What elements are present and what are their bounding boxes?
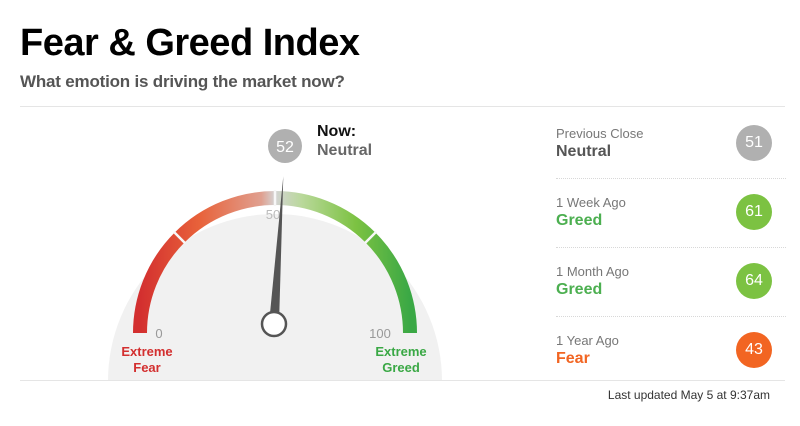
current-score-badge bbox=[268, 129, 302, 163]
gauge-needle bbox=[269, 176, 284, 325]
extreme-greed-label-line1: Extreme bbox=[375, 344, 426, 359]
divider bbox=[20, 380, 785, 381]
history-list: Previous Close Neutral 51 1 Week Ago Gre… bbox=[556, 110, 786, 385]
extreme-fear-label-line1: Extreme bbox=[121, 344, 172, 359]
fear-greed-gauge: 0 50 100 Extreme Fear Extreme Greed 52 bbox=[108, 129, 442, 381]
history-value: Fear bbox=[556, 350, 590, 367]
history-row-1-month-ago: 1 Month Ago Greed 64 bbox=[556, 248, 786, 317]
gauge-mid-label: 50 bbox=[266, 207, 280, 222]
history-value: Neutral bbox=[556, 143, 612, 160]
history-label: 1 Month Ago bbox=[556, 264, 629, 279]
gauge-min-label: 0 bbox=[155, 326, 162, 341]
history-row-previous-close: Previous Close Neutral 51 bbox=[556, 110, 786, 179]
current-score-value: 52 bbox=[276, 139, 294, 156]
now-value: Neutral bbox=[317, 142, 373, 159]
last-updated-text: Last updated May 5 at 9:37am bbox=[607, 388, 770, 402]
history-score-badge: 51 bbox=[736, 125, 772, 161]
gauge-separator bbox=[172, 230, 187, 245]
history-row-1-year-ago: 1 Year Ago Fear 43 bbox=[556, 317, 786, 385]
now-indicator: Now: Neutral bbox=[317, 122, 372, 160]
page-title: Fear & Greed Index bbox=[20, 22, 360, 64]
now-label: Now: bbox=[317, 123, 357, 140]
history-label: 1 Year Ago bbox=[556, 333, 619, 348]
history-label: Previous Close bbox=[556, 126, 644, 141]
history-score-badge: 64 bbox=[736, 263, 772, 299]
history-label: 1 Week Ago bbox=[556, 195, 626, 210]
gauge-needle-hub bbox=[260, 310, 288, 338]
history-score-badge: 43 bbox=[736, 332, 772, 368]
history-value: Greed bbox=[556, 212, 603, 229]
page-subtitle: What emotion is driving the market now? bbox=[20, 72, 345, 91]
extreme-fear-label-line2: Fear bbox=[133, 360, 160, 375]
extreme-greed-label-line2: Greed bbox=[382, 360, 420, 375]
gauge-max-label: 100 bbox=[369, 326, 391, 341]
gauge-separator bbox=[363, 230, 378, 245]
gauge-segment-separators bbox=[172, 190, 378, 245]
history-value: Greed bbox=[556, 281, 603, 298]
history-row-1-week-ago: 1 Week Ago Greed 61 bbox=[556, 179, 786, 248]
divider bbox=[20, 106, 785, 107]
history-score-badge: 61 bbox=[736, 194, 772, 230]
